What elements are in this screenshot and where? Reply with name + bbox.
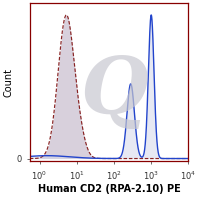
Text: Q: Q <box>80 54 148 130</box>
Y-axis label: Count: Count <box>3 68 13 97</box>
X-axis label: Human CD2 (RPA-2.10) PE: Human CD2 (RPA-2.10) PE <box>38 184 181 193</box>
